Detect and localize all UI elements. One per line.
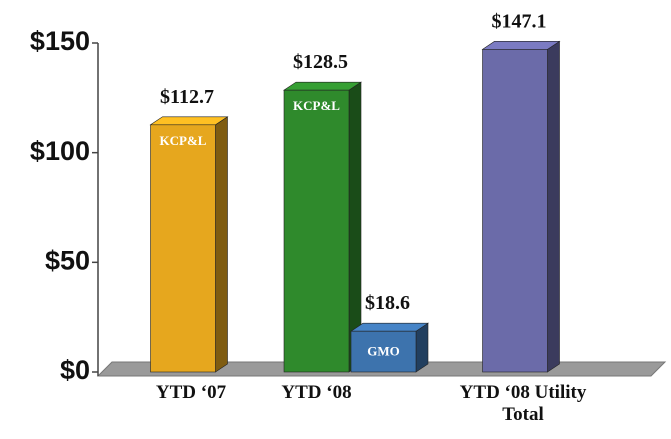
- bar: [150, 124, 216, 373]
- bar-top: [283, 81, 362, 91]
- y-tick-label: $50: [45, 245, 90, 275]
- bar-series-label: GMO: [367, 344, 400, 359]
- bar-top: [481, 41, 561, 50]
- bar-side: [547, 40, 560, 373]
- bar-series-label: KCP&L: [293, 98, 340, 113]
- bar-group: [350, 322, 429, 373]
- bar-group: [283, 81, 362, 373]
- bar-top: [149, 116, 229, 126]
- bar-side: [415, 322, 429, 373]
- bar-group: [481, 40, 561, 373]
- value-label: $18.6: [365, 292, 410, 314]
- x-tick-label: YTD ‘08 Utility Total: [459, 382, 587, 425]
- bar-group: [149, 116, 229, 373]
- bar-side: [215, 116, 228, 373]
- bar: [482, 49, 548, 373]
- y-tick-label: $100: [30, 136, 90, 166]
- value-label: $112.7: [160, 86, 214, 108]
- bar-series-label: KCP&L: [160, 133, 207, 148]
- y-tick-label: $150: [30, 26, 90, 56]
- value-label: $128.5: [293, 51, 348, 73]
- bar: [350, 330, 417, 373]
- y-tick-label: $0: [60, 355, 90, 385]
- value-label: $147.1: [492, 10, 547, 32]
- bar-top: [350, 322, 429, 332]
- x-tick-label: YTD ‘08: [281, 382, 352, 403]
- x-tick-label: YTD ‘07: [155, 382, 227, 403]
- bar: [283, 89, 350, 373]
